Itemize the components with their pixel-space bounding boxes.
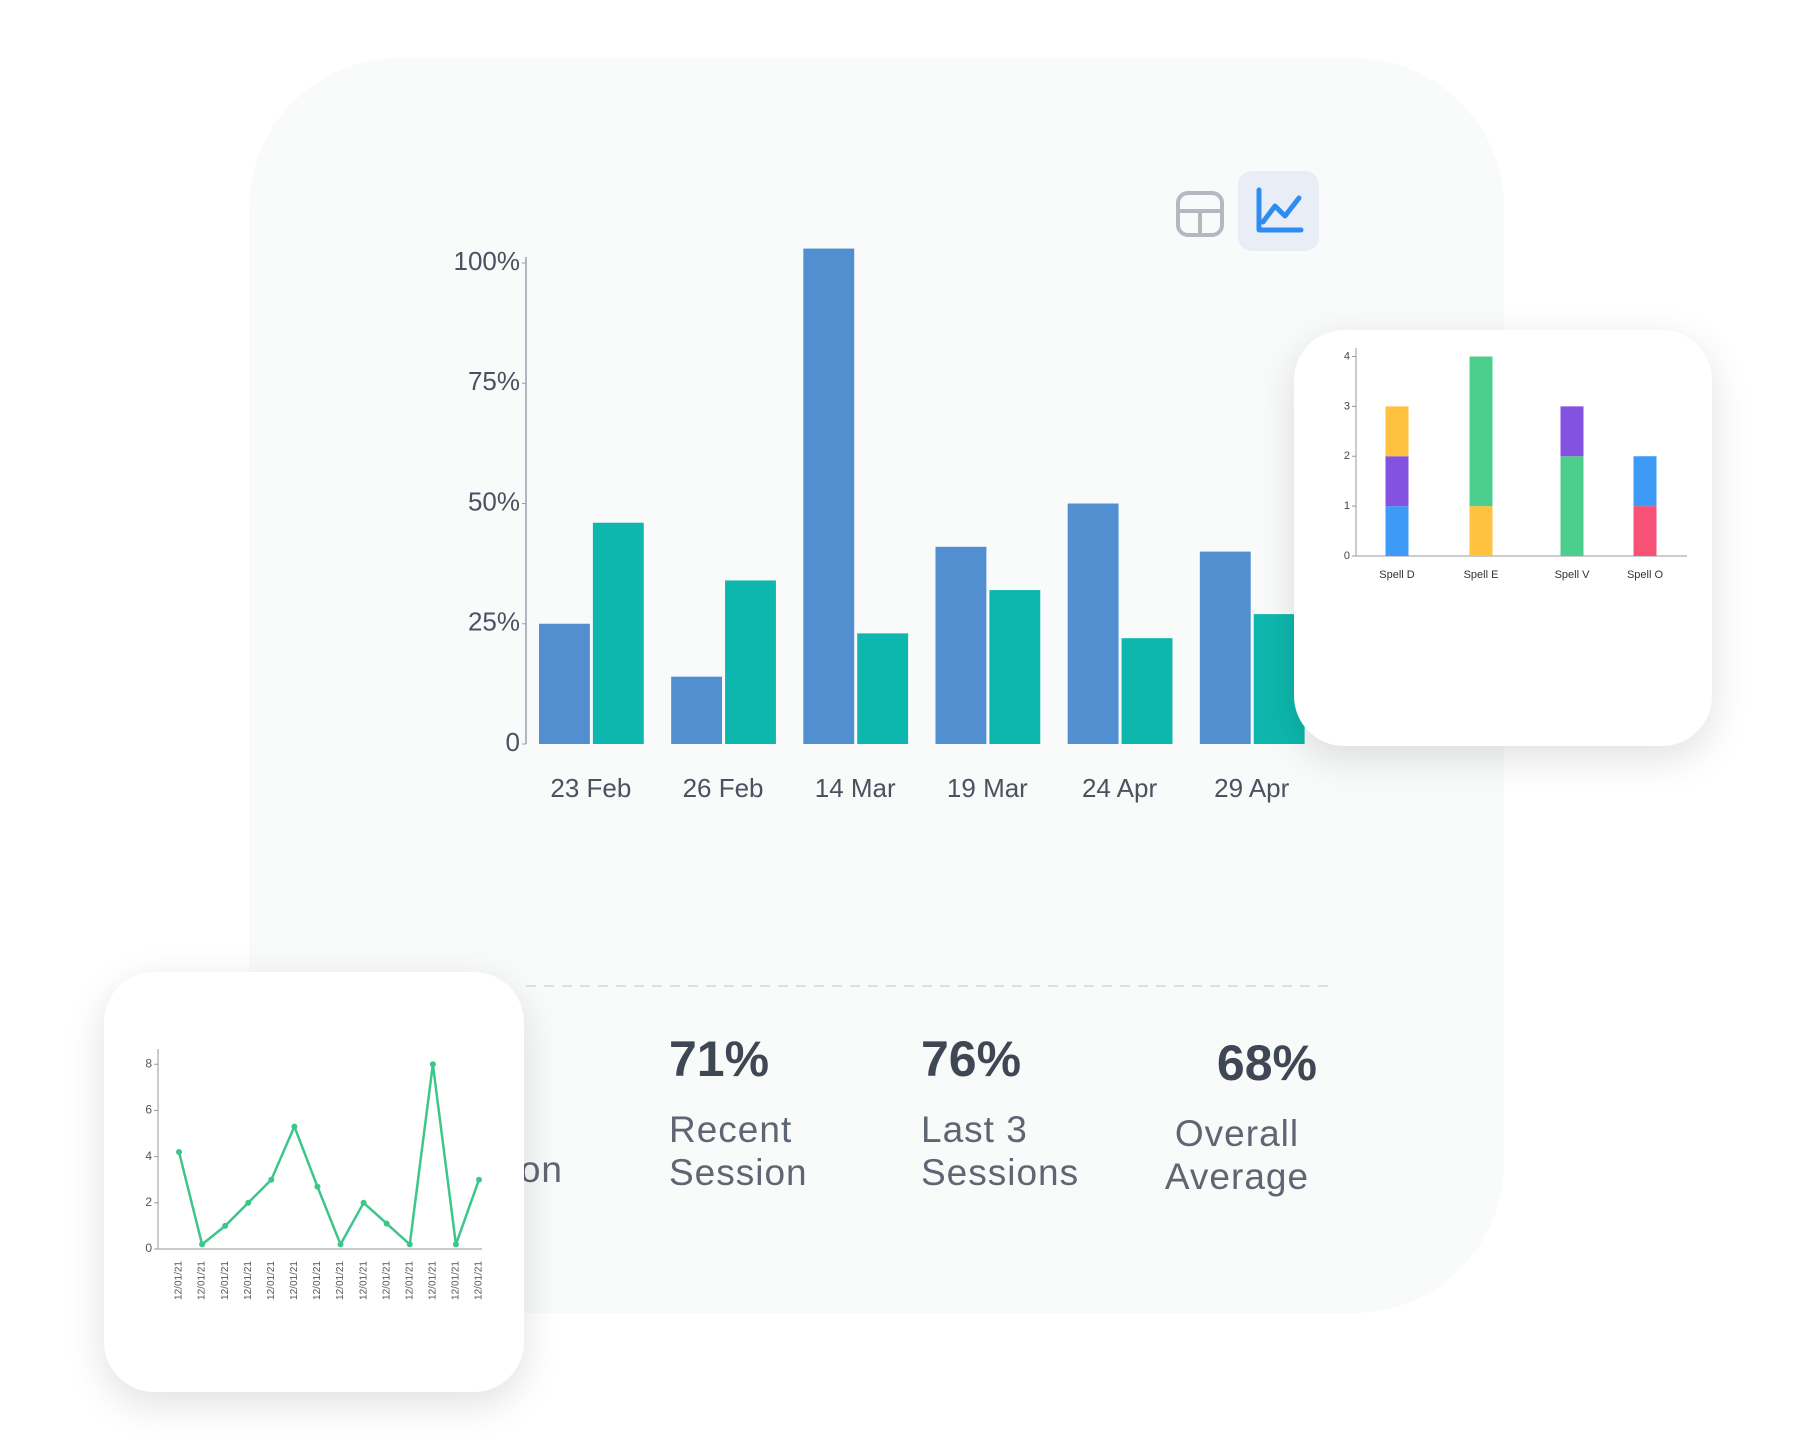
point: [199, 1241, 206, 1248]
point: [383, 1220, 390, 1227]
chart-icon: [1256, 187, 1304, 233]
y-tick-label: 0: [1344, 550, 1350, 562]
point: [314, 1183, 321, 1190]
x-tick-label: 12/01/21: [451, 1261, 462, 1300]
x-tick-label: 19 Mar: [947, 773, 1028, 803]
point: [452, 1241, 459, 1248]
y-tick-label: 2: [1344, 450, 1350, 462]
point: [245, 1199, 252, 1206]
point: [360, 1199, 367, 1206]
y-tick-label: 25%: [468, 607, 520, 637]
bar-segment: [1633, 456, 1657, 507]
bar-segment: [1560, 406, 1584, 457]
bar: [725, 580, 776, 744]
point: [268, 1176, 275, 1183]
bar: [935, 546, 987, 744]
x-tick-label: 12/01/21: [243, 1261, 254, 1300]
y-tick-label: 2: [145, 1195, 152, 1209]
bar-segment: [1560, 456, 1584, 556]
line: [177, 1064, 481, 1248]
x-tick-label: Spell E: [1464, 569, 1499, 581]
stat-label: Overall Average: [1164, 1113, 1310, 1197]
x-tick-label: Spell O: [1627, 569, 1664, 581]
point: [429, 1061, 436, 1068]
y-tick-label: 8: [145, 1056, 152, 1070]
line-chart: 0 2 4 6 8 12/01/21 12/01/21 12/01/21 12/01/21 12/…: [145, 1049, 485, 1300]
bar-segment: [1469, 506, 1493, 556]
x-tick-label: 12/01/21: [335, 1261, 346, 1300]
bar: [803, 248, 855, 744]
y-tick-label: 4: [145, 1149, 152, 1163]
y-tick-label: 75%: [468, 366, 520, 396]
x-tick-label: 12/01/21: [404, 1261, 415, 1300]
bar: [989, 590, 1041, 744]
x-tick-label: Spell V: [1555, 569, 1591, 581]
y-tick-label: 0: [506, 727, 520, 757]
x-tick-label: 23 Feb: [550, 773, 631, 803]
bar-segment: [1385, 456, 1409, 507]
stat-value: 76%: [921, 1031, 1022, 1087]
y-tick-label: 100%: [454, 246, 521, 276]
stat-label: on: [519, 1149, 563, 1190]
y-tick-label: 4: [1344, 350, 1350, 362]
line-card: 0 2 4 6 8 12/01/21 12/01/21 12/01/21 12/01/21 12/…: [104, 972, 524, 1392]
x-tick-label: 12/01/21: [427, 1261, 438, 1300]
x-tick-label: 14 Mar: [815, 773, 896, 803]
stacked-card: 0 1 2 3 4 Spell D Spell E Spell V Spell O: [1294, 330, 1712, 746]
x-tick-label: 12/01/21: [312, 1261, 323, 1300]
point: [222, 1222, 229, 1229]
bar-segment: [1469, 356, 1493, 507]
x-tick-label: 12/01/21: [381, 1261, 392, 1300]
stat: 71% Recent Session: [669, 1030, 869, 1194]
main-chart: 0 25% 50% 75% 100% 23 Feb 26 Feb 14 Mar 19 Mar 24…: [454, 171, 1330, 987]
y-tick-label: 3: [1344, 400, 1350, 412]
x-tick-label: 12/01/21: [474, 1261, 485, 1300]
x-tick-label: 26 Feb: [683, 773, 764, 803]
y-tick-label: 0: [145, 1241, 152, 1255]
x-tick-label: Spell D: [1379, 569, 1415, 581]
point: [337, 1241, 344, 1248]
stat-label: Last 3 Sessions: [921, 1109, 1080, 1193]
stacked-chart: 0 1 2 3 4 Spell D Spell E Spell V Spell O: [1344, 348, 1687, 581]
x-tick-label: 12/01/21: [197, 1261, 208, 1300]
bar: [539, 623, 590, 744]
bar-segment: [1633, 506, 1657, 556]
bar: [592, 522, 644, 744]
stat-value: 68%: [1216, 1035, 1317, 1091]
bar: [857, 633, 909, 744]
x-tick-label: 12/01/21: [358, 1261, 369, 1300]
x-tick-label: 12/01/21: [174, 1261, 185, 1300]
stat: on: [430, 1070, 563, 1191]
y-tick-label: 6: [145, 1103, 152, 1117]
x-tick-label: 12/01/21: [289, 1261, 300, 1300]
y-tick-label: 50%: [468, 486, 520, 516]
stat-label: Recent Session: [669, 1109, 808, 1193]
stat-value: 71%: [669, 1031, 770, 1087]
bar: [1067, 503, 1119, 744]
point: [476, 1176, 482, 1183]
stat: 68% Overall Average: [1157, 1034, 1317, 1198]
bar: [1199, 551, 1251, 744]
bar: [671, 676, 723, 744]
point: [406, 1241, 413, 1248]
point: [291, 1123, 298, 1130]
x-tick-label: 12/01/21: [220, 1261, 231, 1300]
y-tick-label: 1: [1344, 500, 1350, 512]
x-tick-label: 12/01/21: [266, 1261, 277, 1300]
x-tick-label: 24 Apr: [1082, 773, 1158, 803]
point: [176, 1149, 182, 1155]
stat: 76% Last 3 Sessions: [921, 1030, 1121, 1194]
x-tick-label: 29 Apr: [1214, 773, 1290, 803]
bar-segment: [1385, 406, 1409, 457]
bar-segment: [1385, 506, 1409, 556]
bar: [1121, 638, 1173, 744]
